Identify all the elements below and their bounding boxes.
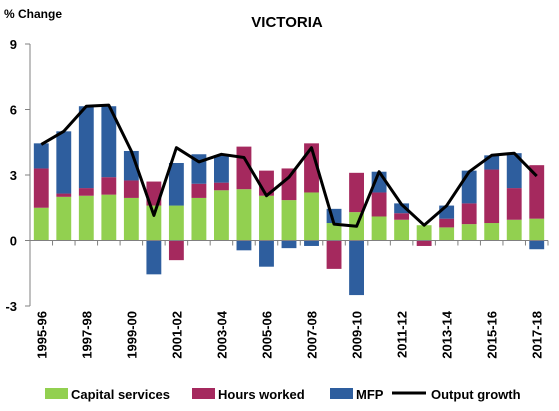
bar-capital-services [259,195,274,241]
legend-label-mfp: MFP [356,387,384,402]
bar-hours-worked [484,169,500,224]
bar-hours-worked [439,218,455,228]
bar-hours-worked [168,240,184,261]
bar-capital-services [101,194,117,241]
bar-hours-worked [191,183,207,198]
x-tick-label: 1999-00 [124,311,139,359]
y-axis-label: % Change [4,7,62,21]
bar-capital-services [236,189,252,241]
y-tick-label: 9 [10,37,17,52]
bar-hours-worked [326,240,342,269]
bar-mfp [259,240,274,267]
bar-hours-worked [461,203,477,225]
x-tick-label: 2005-06 [259,311,274,359]
bar-capital-services [484,223,500,241]
bar-capital-services [56,196,72,241]
bar-capital-services [416,225,432,241]
bar-mfp [349,240,364,296]
bar-capital-services [326,223,342,241]
bar-mfp [506,153,522,189]
x-tick-label: 2015-16 [485,311,500,359]
bar-mfp [304,240,319,246]
x-tick-label: 2009-10 [350,311,365,359]
bar-hours-worked [506,188,522,220]
bar-capital-services [33,207,49,241]
y-tick-label: 3 [10,168,17,183]
bar-hours-worked [101,177,117,195]
bar-capital-services [304,192,319,241]
bar-hours-worked [214,182,229,191]
bar-hours-worked [371,192,387,217]
bar-hours-worked [394,213,410,220]
y-tick-label: -3 [5,299,17,314]
bar-layer [33,106,545,296]
bar-mfp [281,240,297,249]
legend: Capital services Hours worked MFP Output gr… [45,387,521,402]
legend-label-capital-services: Capital services [71,387,170,402]
x-tick-label: 1997-98 [79,311,94,359]
legend-swatch-capital-services [45,388,68,399]
x-tick-label: 2003-04 [214,310,229,358]
bar-mfp [146,240,162,275]
legend-swatch-mfp [330,388,353,399]
y-tick-label: 6 [10,103,17,118]
legend-swatch-hours-worked [192,388,215,399]
line-layer [40,103,538,228]
bar-capital-services [191,197,207,241]
bar-mfp [101,106,117,178]
legend-label-output-growth: Output growth [431,387,521,402]
x-tick-label: 2013-14 [440,310,455,358]
bar-hours-worked [78,188,94,196]
x-tick-label: 2017-18 [530,311,545,359]
bar-capital-services [394,219,410,241]
x-tick-label: 1995-96 [34,311,49,359]
bar-capital-services [146,205,162,241]
bar-mfp [168,162,184,206]
bar-capital-services [214,190,229,241]
bar-hours-worked [33,168,49,208]
bar-mfp [394,203,410,214]
bar-mfp [78,106,94,189]
x-tick-label: 2011-12 [395,311,410,358]
x-tick-label: 2001-02 [169,311,184,359]
bar-capital-services [529,218,545,241]
bar-capital-services [506,219,522,241]
bar-hours-worked [123,180,139,198]
y-tick-label: 0 [10,234,17,249]
bar-capital-services [371,216,387,241]
bar-mfp [236,240,252,251]
bar-mfp [214,155,229,183]
legend-label-hours-worked: Hours worked [218,387,305,402]
x-tick-labels: 1995-96 1997-98 1999-00 2001-02 2003-04 2005-… [34,310,544,358]
bar-capital-services [439,227,455,241]
bar-capital-services [168,205,184,241]
y-tick-labels: -3 0 3 6 9 [5,37,17,314]
bar-hours-worked [281,168,297,201]
bar-mfp [461,170,477,204]
bar-hours-worked [416,240,432,246]
output-growth-line [40,103,538,228]
chart-title: VICTORIA [251,14,323,31]
bar-hours-worked [529,165,545,219]
bar-mfp [33,143,49,169]
bar-capital-services [123,197,139,241]
axes [25,43,549,307]
bar-hours-worked [349,172,364,213]
bar-capital-services [461,224,477,241]
bar-mfp [56,131,72,194]
bar-capital-services [78,195,94,241]
x-tick-label: 2007-08 [305,311,320,359]
bar-capital-services [281,200,297,241]
bar-hours-worked [56,193,72,197]
bar-mfp [529,240,545,250]
